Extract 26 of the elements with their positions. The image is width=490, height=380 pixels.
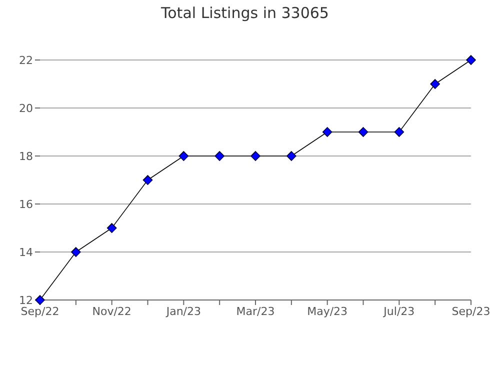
point bbox=[466, 55, 476, 65]
y-tick-label: 14 bbox=[19, 246, 33, 259]
point bbox=[214, 151, 224, 161]
point bbox=[142, 175, 153, 185]
y-tick-label: 18 bbox=[19, 150, 33, 163]
point bbox=[250, 151, 260, 161]
x-tick-label: Mar/23 bbox=[236, 304, 275, 318]
x-tick-label: Jan/23 bbox=[165, 304, 202, 318]
point bbox=[394, 127, 404, 137]
x-tick-label: Nov/22 bbox=[92, 304, 132, 318]
y-tick-label: 16 bbox=[19, 198, 33, 211]
point bbox=[358, 127, 368, 137]
x-tick-label: May/23 bbox=[307, 304, 348, 318]
y-tick-label: 12 bbox=[19, 294, 33, 307]
x-tick-label: Sep/23 bbox=[452, 304, 490, 318]
y-tick-label: 22 bbox=[19, 54, 33, 67]
x-tick-label: Sep/22 bbox=[20, 304, 60, 318]
point bbox=[430, 79, 440, 89]
point bbox=[178, 151, 189, 161]
chart-title: Total Listings in 33065 bbox=[160, 4, 330, 22]
point bbox=[106, 223, 117, 233]
y-tick-label: 20 bbox=[19, 102, 33, 115]
point bbox=[286, 151, 296, 161]
x-tick-label: Jul/23 bbox=[382, 304, 415, 318]
point bbox=[322, 127, 332, 137]
point bbox=[71, 247, 81, 257]
